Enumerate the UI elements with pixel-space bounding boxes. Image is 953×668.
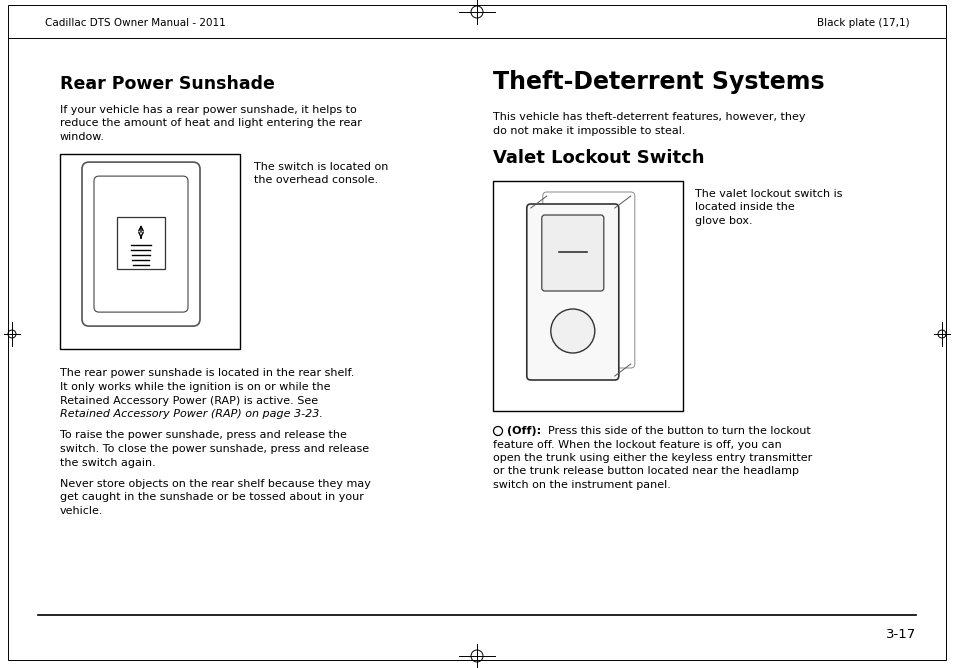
Text: Black plate (17,1): Black plate (17,1) bbox=[817, 18, 909, 28]
Text: (Off):: (Off): bbox=[506, 426, 540, 436]
Bar bbox=[60, 154, 240, 349]
Text: The switch is located on: The switch is located on bbox=[253, 162, 388, 172]
FancyBboxPatch shape bbox=[541, 215, 603, 291]
Text: This vehicle has theft-deterrent features, however, they: This vehicle has theft-deterrent feature… bbox=[493, 112, 804, 122]
Text: glove box.: glove box. bbox=[695, 216, 752, 226]
Text: the overhead console.: the overhead console. bbox=[253, 175, 377, 185]
Text: switch. To close the power sunshade, press and release: switch. To close the power sunshade, pre… bbox=[60, 444, 369, 454]
Text: open the trunk using either the keyless entry transmitter: open the trunk using either the keyless … bbox=[493, 453, 811, 463]
Text: switch on the instrument panel.: switch on the instrument panel. bbox=[493, 480, 670, 490]
Text: Rear Power Sunshade: Rear Power Sunshade bbox=[60, 75, 274, 93]
Text: do not make it impossible to steal.: do not make it impossible to steal. bbox=[493, 126, 685, 136]
Text: located inside the: located inside the bbox=[695, 202, 794, 212]
Text: The valet lockout switch is: The valet lockout switch is bbox=[695, 189, 841, 199]
Circle shape bbox=[550, 309, 594, 353]
Text: If your vehicle has a rear power sunshade, it helps to: If your vehicle has a rear power sunshad… bbox=[60, 105, 356, 115]
Text: Cadillac DTS Owner Manual - 2011: Cadillac DTS Owner Manual - 2011 bbox=[45, 18, 226, 28]
Text: the switch again.: the switch again. bbox=[60, 458, 155, 468]
Bar bbox=[117, 217, 165, 269]
FancyBboxPatch shape bbox=[526, 204, 618, 380]
Text: get caught in the sunshade or be tossed about in your: get caught in the sunshade or be tossed … bbox=[60, 492, 363, 502]
Text: Never store objects on the rear shelf because they may: Never store objects on the rear shelf be… bbox=[60, 479, 371, 489]
Text: Valet Lockout Switch: Valet Lockout Switch bbox=[493, 149, 703, 167]
Text: window.: window. bbox=[60, 132, 105, 142]
Bar bbox=[493, 181, 682, 411]
Text: It only works while the ignition is on or while the: It only works while the ignition is on o… bbox=[60, 382, 330, 392]
Text: To raise the power sunshade, press and release the: To raise the power sunshade, press and r… bbox=[60, 430, 347, 440]
Text: or the trunk release button located near the headlamp: or the trunk release button located near… bbox=[493, 466, 799, 476]
Text: Retained Accessory Power (RAP) on page 3-23.: Retained Accessory Power (RAP) on page 3… bbox=[60, 409, 322, 419]
Text: feature off. When the lockout feature is off, you can: feature off. When the lockout feature is… bbox=[493, 440, 781, 450]
Text: Theft-Deterrent Systems: Theft-Deterrent Systems bbox=[493, 70, 823, 94]
Text: 3-17: 3-17 bbox=[884, 628, 915, 641]
Text: reduce the amount of heat and light entering the rear: reduce the amount of heat and light ente… bbox=[60, 118, 361, 128]
Text: The rear power sunshade is located in the rear shelf.: The rear power sunshade is located in th… bbox=[60, 369, 354, 379]
Text: Retained Accessory Power (RAP) is active. See: Retained Accessory Power (RAP) is active… bbox=[60, 395, 317, 405]
Text: vehicle.: vehicle. bbox=[60, 506, 103, 516]
Text: Press this side of the button to turn the lockout: Press this side of the button to turn th… bbox=[547, 426, 810, 436]
